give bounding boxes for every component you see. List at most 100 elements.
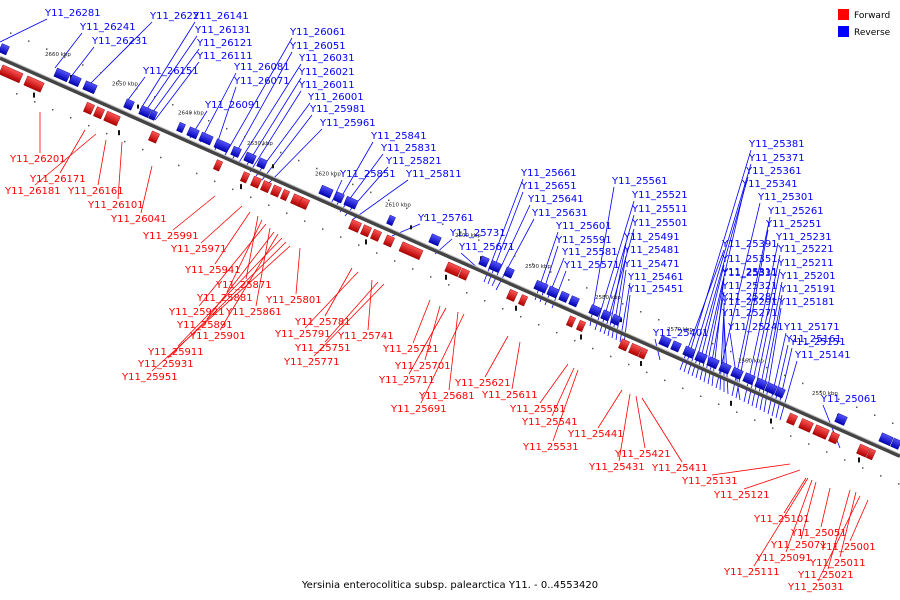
track-dot (334, 175, 336, 178)
track-dot (466, 292, 468, 294)
reverse-gene (343, 195, 359, 210)
reverse-gene-label: Y11_25181 (778, 297, 835, 308)
forward-connector (800, 481, 817, 540)
reverse-gene-label: Y11_25401 (652, 328, 709, 339)
forward-connector (324, 281, 379, 343)
reverse-gene-label: Y11_25641 (527, 194, 584, 205)
reverse-gene (670, 340, 682, 353)
reverse-gene-label: Y11_25211 (777, 258, 834, 269)
track-dot (124, 140, 126, 143)
forward-connector (711, 463, 791, 476)
forward-gene (828, 431, 840, 445)
forward-gene-label: Y11_25791 (274, 329, 331, 340)
forward-gene (83, 101, 95, 115)
reverse-connector (0, 18, 48, 43)
forward-gene (565, 315, 577, 328)
reverse-gene-label: Y11_25241 (727, 322, 784, 333)
forward-connector (198, 223, 267, 307)
forward-connector (597, 389, 623, 429)
reverse-gene (533, 279, 549, 294)
forward-gene (212, 159, 224, 172)
reverse-gene-label: Y11_25161 (785, 334, 842, 345)
track-dot (556, 331, 558, 334)
track-dot (196, 172, 198, 175)
track-dot (352, 183, 354, 186)
track-dot (34, 101, 36, 103)
forward-gene (444, 261, 462, 277)
forward-connector (484, 335, 509, 378)
forward-gene (856, 443, 870, 458)
reverse-gene-label: Y11_26001 (307, 92, 364, 103)
forward-gene (260, 180, 272, 194)
forward-connector (551, 367, 575, 417)
track-dot (826, 451, 828, 453)
forward-connector (539, 363, 569, 404)
forward-gene (360, 224, 372, 238)
kbp-tick-label: 2620 kbp (315, 171, 341, 177)
gene-labels: Y11_26281Y11_26241Y11_26231Y11_26221Y11_… (4, 8, 877, 593)
kbp-tick-label: 2580 kbp (595, 295, 621, 301)
track-dot (478, 239, 480, 241)
forward-gene (270, 184, 282, 198)
reverse-gene-label: Y11_25661 (520, 168, 577, 179)
reverse-gene-label: Y11_25511 (631, 204, 688, 215)
reverse-gene (558, 290, 570, 303)
track-dot (514, 255, 516, 257)
reverse-gene (742, 372, 756, 386)
reverse-connector (154, 61, 200, 121)
kbp-tick-label: 2630 kbp (247, 141, 273, 147)
reverse-gene (600, 309, 612, 322)
forward-connector (635, 395, 646, 449)
reverse-gene-label: Y11_26121 (196, 38, 253, 49)
reverse-gene (488, 259, 502, 273)
forward-connector (420, 313, 465, 404)
reverse-gene (53, 67, 71, 83)
backbone-highlight (0, 55, 900, 455)
forward-connector (117, 141, 123, 200)
reverse-gene-label: Y11_25631 (531, 208, 588, 219)
track-dot (772, 427, 774, 429)
legend-forward-label: Forward (854, 11, 890, 21)
reverse-gene-label: Y11_25371 (748, 153, 805, 164)
reverse-connector (687, 163, 752, 375)
track-dot (82, 64, 84, 66)
track-dot (802, 382, 804, 385)
forward-connector (255, 227, 271, 307)
reverse-connector (144, 35, 198, 113)
forward-gene-label: Y11_26161 (67, 186, 124, 197)
forward-connector (849, 499, 869, 542)
kbp-tick-label: 2660 kbp (45, 52, 71, 58)
forward-connector (97, 139, 107, 186)
forward-gene (812, 424, 830, 440)
track-dot (646, 371, 648, 374)
reverse-gene-label: Y11_25231 (775, 232, 832, 243)
reverse-gene-label: Y11_25731 (449, 228, 506, 239)
forward-connector (151, 245, 291, 372)
track-dot (532, 263, 534, 265)
forward-gene-label: Y11_25901 (189, 331, 246, 342)
feature-marker (730, 400, 732, 406)
reverse-gene-label: Y11_25481 (623, 245, 680, 256)
reverse-gene-label: Y11_26241 (79, 22, 136, 33)
forward-gene (348, 219, 362, 233)
forward-gene-label: Y11_25701 (394, 361, 451, 372)
reverse-connector (691, 176, 749, 377)
reverse-gene-label: Y11_26061 (289, 27, 346, 38)
forward-gene (298, 196, 310, 210)
kbp-tick-label: 2640 kbp (178, 111, 204, 117)
reverse-gene-label: Y11_25571 (563, 260, 620, 271)
forward-gene-label: Y11_25551 (509, 404, 566, 415)
feature-marker (640, 361, 642, 367)
reverse-gene (682, 345, 696, 359)
reverse-gene-label: Y11_25491 (623, 232, 680, 243)
reverse-gene-label: Y11_25331 (721, 268, 778, 279)
reverse-connector (735, 229, 769, 399)
forward-gene (279, 188, 291, 202)
forward-connector (313, 283, 385, 357)
reverse-connector (779, 360, 798, 421)
forward-connector (783, 477, 807, 514)
forward-gene-label: Y11_25871 (215, 280, 272, 291)
track-dot (448, 284, 450, 286)
kbp-tick-label: 2550 kbp (812, 391, 838, 397)
track-dot (46, 48, 48, 50)
